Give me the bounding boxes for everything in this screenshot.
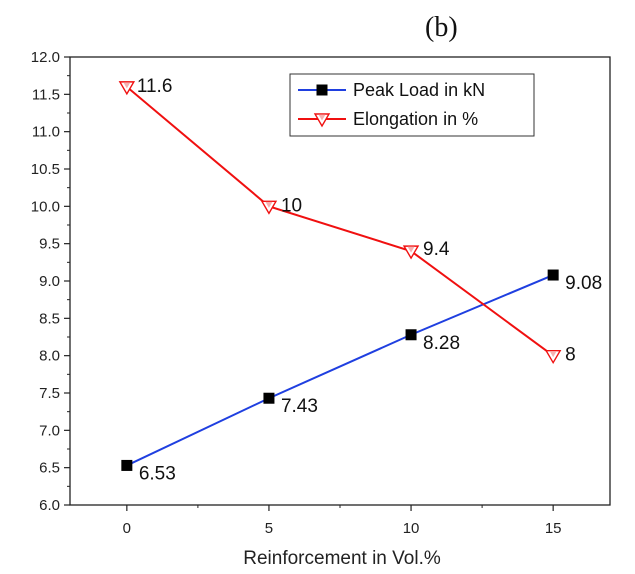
series-layer: 6.53 7.43 8.28 9.08 11.6 10 9.4 8 (118, 76, 602, 484)
legend: Peak Load in kN Elongation in % (289, 73, 535, 137)
data-point (121, 459, 133, 471)
data-label: 8.28 (423, 333, 460, 354)
y-tick-label: 7.0 (39, 422, 60, 439)
data-point (547, 269, 559, 281)
x-tick-label: 15 (545, 520, 562, 537)
legend-marker-shade (318, 114, 326, 121)
y-tick-label: 6.0 (39, 497, 60, 514)
data-label: 10 (281, 195, 302, 216)
series-line (126, 86, 554, 357)
series-peak-load: 6.53 7.43 8.28 9.08 (121, 269, 602, 484)
legend-box (289, 73, 535, 137)
y-tick-label: 11.0 (32, 124, 60, 141)
legend-marker (316, 84, 328, 96)
panel-label: (b) (425, 12, 458, 43)
y-tick-label: 11.5 (32, 86, 60, 103)
data-label: 9.4 (423, 239, 450, 260)
series-elongation: 11.6 10 9.4 8 (118, 76, 576, 366)
data-label: 11.6 (137, 76, 173, 97)
legend-label: Peak Load in kN (353, 80, 485, 100)
data-label: 6.53 (139, 463, 176, 484)
data-label: 8 (565, 345, 576, 366)
data-point (405, 329, 417, 341)
y-tick-label: 12.0 (31, 49, 60, 66)
y-tick-label: 6.5 (39, 460, 60, 477)
x-tick-label: 10 (403, 520, 420, 537)
x-tick-label: 5 (265, 520, 273, 537)
legend-label: Elongation in % (353, 109, 478, 129)
y-tick-label: 8.0 (39, 348, 60, 365)
data-point-shade (549, 351, 557, 358)
y-tick-label: 8.5 (39, 310, 60, 327)
series-line (126, 274, 554, 467)
data-label: 9.08 (565, 273, 602, 294)
data-point-shade (407, 246, 415, 253)
data-label: 7.43 (281, 396, 318, 417)
x-axis-label: Reinforcement in Vol.% (243, 548, 441, 569)
axes: 6.0 6.5 7.0 7.5 8.0 8.5 9.0 9.5 10.0 10.5 11.0 11.5… (31, 49, 611, 537)
y-tick-label: 9.5 (39, 236, 60, 253)
y-tick-label: 7.5 (39, 385, 60, 402)
y-tick-label: 10.0 (31, 198, 60, 215)
y-tick-label: 10.5 (31, 161, 60, 178)
data-point-shade (123, 82, 131, 89)
x-tick-label: 0 (123, 520, 131, 537)
y-tick-label: 9.0 (39, 273, 60, 290)
data-point-shade (265, 201, 273, 208)
data-point (263, 392, 275, 404)
